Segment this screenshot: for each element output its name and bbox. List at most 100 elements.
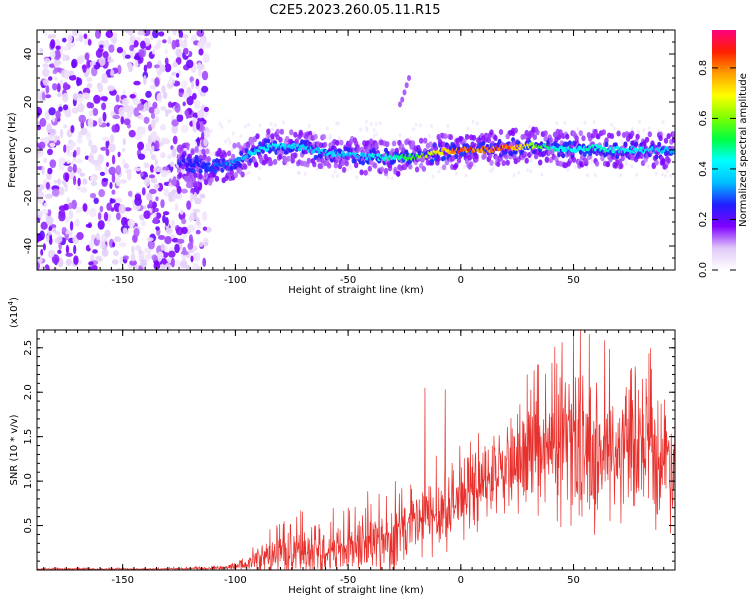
noise-blob bbox=[46, 123, 52, 134]
noise-blob bbox=[153, 183, 160, 190]
noise-blob bbox=[80, 187, 88, 193]
faint-dot bbox=[466, 126, 470, 131]
x-tick-label: -50 bbox=[340, 575, 356, 586]
noise-blob bbox=[76, 232, 84, 240]
noise-blob bbox=[49, 249, 55, 258]
noise-blob bbox=[89, 192, 97, 199]
colorbar-ticks: 0.0 0.2 0.4 0.6 0.8 bbox=[698, 60, 736, 278]
noise-blob bbox=[187, 242, 194, 250]
noise-blob bbox=[172, 61, 178, 68]
faint-dot bbox=[364, 119, 368, 124]
noise-blob bbox=[87, 117, 94, 128]
ridge-halo bbox=[178, 172, 183, 179]
faint-dot bbox=[610, 122, 614, 127]
noise-blob bbox=[65, 252, 73, 257]
faint-dot bbox=[573, 164, 577, 169]
x-tick-label: 0 bbox=[458, 575, 464, 586]
faint-dot bbox=[328, 135, 332, 140]
noise-blob bbox=[168, 250, 176, 258]
noise-blob bbox=[40, 266, 46, 270]
ridge-halo bbox=[666, 157, 671, 164]
noise-blob bbox=[86, 131, 92, 141]
ridge-halo bbox=[396, 170, 401, 177]
noise-blob bbox=[101, 73, 108, 83]
noise-blob bbox=[151, 48, 156, 55]
noise-blob bbox=[186, 95, 194, 106]
x-tick-label: 50 bbox=[567, 275, 580, 286]
noise-blob bbox=[163, 188, 169, 197]
ridge-halo bbox=[423, 137, 428, 144]
noise-blob bbox=[95, 49, 103, 58]
ridge-halo bbox=[255, 133, 260, 140]
isolated-blob bbox=[402, 89, 407, 96]
ridge-halo bbox=[341, 166, 347, 173]
noise-blob bbox=[66, 197, 71, 205]
noise-blob bbox=[49, 142, 56, 148]
faint-dot bbox=[437, 169, 441, 174]
faint-dot bbox=[230, 147, 234, 152]
noise-blob bbox=[76, 93, 84, 103]
noise-blob bbox=[116, 267, 124, 270]
noise-blob bbox=[112, 114, 120, 120]
ridge-halo bbox=[180, 163, 186, 170]
noise-blob bbox=[118, 242, 127, 248]
ridge-halo bbox=[176, 167, 182, 174]
noise-blob bbox=[188, 234, 193, 243]
noise-blob bbox=[63, 183, 68, 188]
ridge-halo bbox=[286, 155, 291, 162]
noise-blob bbox=[196, 30, 205, 37]
faint-dot bbox=[624, 161, 628, 166]
noise-blob bbox=[62, 82, 69, 91]
faint-dot bbox=[664, 173, 667, 178]
faint-dot bbox=[303, 171, 307, 176]
noise-blob bbox=[150, 154, 157, 161]
noise-blob bbox=[146, 61, 153, 69]
faint-dot bbox=[296, 170, 300, 175]
noise-blob bbox=[83, 33, 88, 39]
noise-blob bbox=[51, 254, 60, 265]
noise-blob bbox=[192, 117, 197, 126]
noise-blob bbox=[133, 80, 141, 86]
noise-blob bbox=[122, 49, 127, 60]
noise-blob bbox=[97, 154, 104, 164]
noise-blob bbox=[45, 94, 52, 99]
noise-blob bbox=[66, 151, 74, 156]
noise-blob bbox=[129, 44, 135, 52]
noise-blob bbox=[85, 210, 94, 215]
faint-dot bbox=[375, 132, 379, 137]
noise-blob bbox=[41, 91, 46, 101]
faint-dot bbox=[372, 133, 376, 138]
noise-blob bbox=[111, 124, 118, 133]
noise-blob bbox=[110, 198, 116, 204]
noise-blob bbox=[151, 145, 155, 152]
noise-blob bbox=[162, 251, 169, 258]
noise-blob bbox=[150, 177, 158, 184]
noise-blob bbox=[71, 199, 77, 210]
noise-blob bbox=[133, 107, 139, 117]
ridge-halo bbox=[501, 160, 506, 167]
faint-dot bbox=[220, 124, 224, 129]
noise-blob bbox=[78, 114, 87, 124]
faint-dot bbox=[669, 173, 673, 178]
noise-blob bbox=[42, 243, 46, 251]
ridge-halo bbox=[533, 153, 539, 160]
noise-blob bbox=[144, 176, 151, 187]
noise-blob bbox=[39, 137, 48, 143]
noise-blob bbox=[159, 64, 166, 73]
ridge-halo bbox=[565, 133, 570, 140]
faint-dot bbox=[586, 173, 589, 178]
noise-blob bbox=[128, 129, 136, 138]
ridge-halo bbox=[367, 165, 372, 172]
noise-blob bbox=[138, 49, 145, 59]
noise-blob bbox=[154, 77, 160, 87]
faint-dot bbox=[430, 124, 434, 129]
snr-plot-area bbox=[37, 330, 675, 570]
faint-dot bbox=[270, 127, 274, 132]
ridge-halo bbox=[414, 166, 420, 173]
faint-dot bbox=[431, 174, 435, 179]
noise-blob bbox=[115, 94, 120, 103]
noise-blob bbox=[55, 45, 61, 51]
noise-blob bbox=[76, 77, 83, 86]
noise-blob bbox=[202, 257, 207, 267]
noise-blob bbox=[37, 261, 40, 270]
